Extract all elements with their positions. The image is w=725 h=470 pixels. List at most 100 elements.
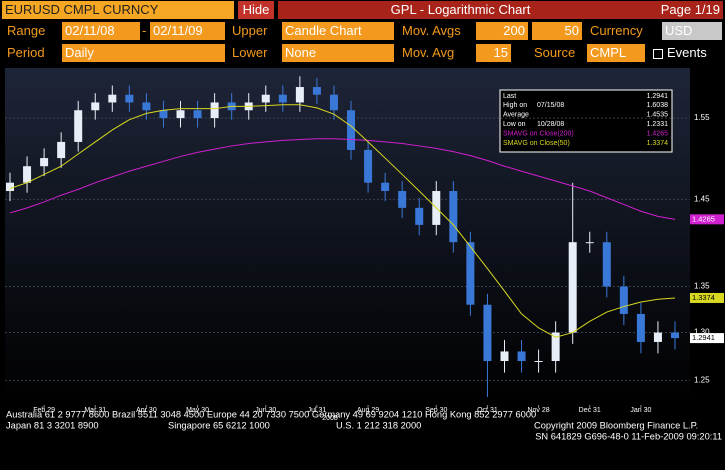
candle-body xyxy=(653,332,662,342)
candle-body xyxy=(364,149,373,183)
candle-body xyxy=(57,141,66,159)
value-tag xyxy=(690,292,724,303)
candle-body xyxy=(636,313,645,342)
mov-avg-field[interactable]: 50 xyxy=(532,22,582,40)
candle-body xyxy=(551,332,560,362)
footer-text: U.S. 1 212 318 2000 xyxy=(336,420,421,430)
value-tag xyxy=(690,214,724,225)
footer-text: Australia 61 2 9777 8600 Brazil 5511 304… xyxy=(6,409,536,419)
label: Mov. Avgs xyxy=(402,23,461,38)
upper-field[interactable]: Candle Chart xyxy=(282,22,394,40)
candle-body xyxy=(602,242,611,287)
candle-body xyxy=(23,166,32,183)
footer-text: Singapore 65 6212 1000 xyxy=(168,420,270,430)
x-tick-label: Apr 30 xyxy=(136,407,157,414)
x-tick-label: Feb 29 xyxy=(33,407,55,414)
candle-body xyxy=(483,304,492,362)
dash: - xyxy=(142,23,147,38)
value-tag xyxy=(690,333,724,344)
candle-body xyxy=(6,182,14,192)
start-date[interactable]: 02/11/08 xyxy=(62,22,140,40)
candle-body xyxy=(619,286,628,314)
end-date[interactable]: 02/11/09 xyxy=(150,22,225,40)
moving-average xyxy=(9,138,676,220)
year-label: 2008 xyxy=(322,415,338,422)
legend-value: 1.4535 xyxy=(647,112,669,119)
value-tag-label: 1.4265 xyxy=(692,214,715,223)
legend-value: 1.6038 xyxy=(647,102,669,109)
title-bar xyxy=(278,1,723,19)
title: GPL - Logarithmic Chart xyxy=(390,2,531,17)
x-tick-label: Oct 31 xyxy=(477,407,498,414)
candle-body xyxy=(534,361,543,363)
x-tick-label: Aug 29 xyxy=(357,407,379,414)
candle-body xyxy=(74,110,83,142)
source-field[interactable]: CMPL xyxy=(587,44,645,62)
lower-field[interactable]: None xyxy=(282,44,394,62)
period-field[interactable]: Daily xyxy=(62,44,225,62)
y-tick-label: 1.25 xyxy=(694,375,710,384)
candle-body xyxy=(449,191,458,243)
x-tick-label: Jan 30 xyxy=(630,407,651,414)
mov-avg-field[interactable]: 15 xyxy=(476,44,511,62)
legend-label: Average xyxy=(503,112,529,119)
x-tick-label: Jun 30 xyxy=(255,407,276,414)
x-tick-label: Dec 31 xyxy=(579,407,601,414)
legend-label: Last xyxy=(503,93,516,100)
label: Mov. Avg xyxy=(402,45,455,60)
footer-text: SN 641829 G696-48-0 11-Feb-2009 09:20:11 xyxy=(535,431,722,441)
legend-label: Low on xyxy=(503,121,526,128)
legend-box xyxy=(499,89,673,153)
legend-label: SMAVG on Close(200) xyxy=(503,130,574,137)
candle-body xyxy=(347,110,356,150)
candle-body xyxy=(517,351,526,362)
footer-text: Copyright 2009 Bloomberg Finance L.P. xyxy=(534,420,698,430)
value-tag-label: 1.3374 xyxy=(692,293,715,302)
checkbox[interactable] xyxy=(653,49,663,59)
moving-average xyxy=(9,104,676,338)
y-tick-label: 1.55 xyxy=(694,113,710,122)
candle-body xyxy=(108,94,117,103)
x-tick-label: Sep 30 xyxy=(425,407,447,414)
x-tick-label: Mar 31 xyxy=(84,407,106,414)
footer-text: Japan 81 3 3201 8900 xyxy=(6,420,99,430)
candle-body xyxy=(415,207,424,225)
candle-body xyxy=(295,87,304,103)
hide-button[interactable]: Hide xyxy=(238,1,274,19)
label: Period xyxy=(7,45,45,60)
y-tick-label: 1.45 xyxy=(694,195,710,204)
legend-value: 1.3374 xyxy=(647,140,669,147)
legend-label: SMAVG on Close(50) xyxy=(503,140,570,147)
candle-body xyxy=(329,94,338,111)
label: Range xyxy=(7,23,46,38)
label: Source xyxy=(534,45,576,60)
currency-field[interactable]: USD xyxy=(662,22,722,40)
label: Upper xyxy=(232,23,268,38)
candle-body xyxy=(381,182,390,192)
candle-body xyxy=(193,110,202,119)
label: Currency xyxy=(590,23,643,38)
mov-avg-field[interactable]: 200 xyxy=(476,22,528,40)
candle-body xyxy=(500,351,509,362)
candle-body xyxy=(40,158,49,167)
candle-body xyxy=(210,102,219,119)
value-tag-label: 1.2941 xyxy=(692,333,715,342)
page-number: Page 1/19 xyxy=(660,2,720,17)
legend-label: High on xyxy=(503,102,527,109)
events-label: Events xyxy=(667,45,707,60)
candle-body xyxy=(585,242,594,244)
legend-value: 1.2331 xyxy=(647,121,669,128)
candle-body xyxy=(671,332,679,339)
legend-value: 1.2941 xyxy=(647,93,669,100)
x-tick-label: May 30 xyxy=(186,407,209,414)
security-field[interactable]: EURUSD CMPL CURNCY xyxy=(2,1,234,19)
legend-date: 10/28/08 xyxy=(537,121,564,128)
candle-body xyxy=(312,87,321,95)
x-tick-label: Jul 31 xyxy=(308,407,327,414)
candle-body xyxy=(159,110,168,119)
legend-value: 1.4265 xyxy=(647,130,669,137)
candle-body xyxy=(91,102,100,111)
candle-body xyxy=(568,242,577,333)
candle-body xyxy=(278,94,287,103)
label: Lower xyxy=(232,45,268,60)
